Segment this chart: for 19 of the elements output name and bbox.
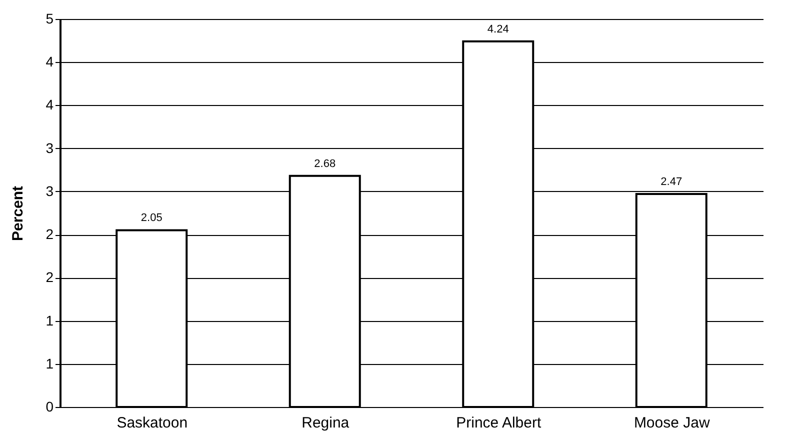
y-axis-title: Percent [10, 186, 27, 242]
y-tick-label: 3 [46, 140, 54, 156]
x-tick-label: Moose Jaw [634, 414, 710, 432]
y-tick-label: 5 [46, 10, 54, 26]
data-label: 4.24 [487, 23, 509, 36]
data-label: 2.47 [660, 176, 682, 188]
y-tick-label: 2 [46, 226, 54, 242]
y-tick-label: 4 [46, 54, 54, 70]
x-tick-label: Saskatoon [116, 414, 188, 432]
y-tick-label: 3 [46, 182, 54, 199]
y-tick-label: 2 [46, 269, 54, 286]
y-tick-label: 1 [46, 312, 54, 328]
data-label: 2.68 [314, 158, 336, 170]
y-tick-label: 1 [46, 355, 54, 372]
y-tick-label: 4 [46, 96, 54, 113]
x-tick-label: Regina [302, 414, 350, 432]
data-label: 2.05 [140, 212, 162, 224]
x-tick-label: Prince Albert [456, 414, 542, 432]
y-tick-label: 0 [46, 398, 54, 414]
